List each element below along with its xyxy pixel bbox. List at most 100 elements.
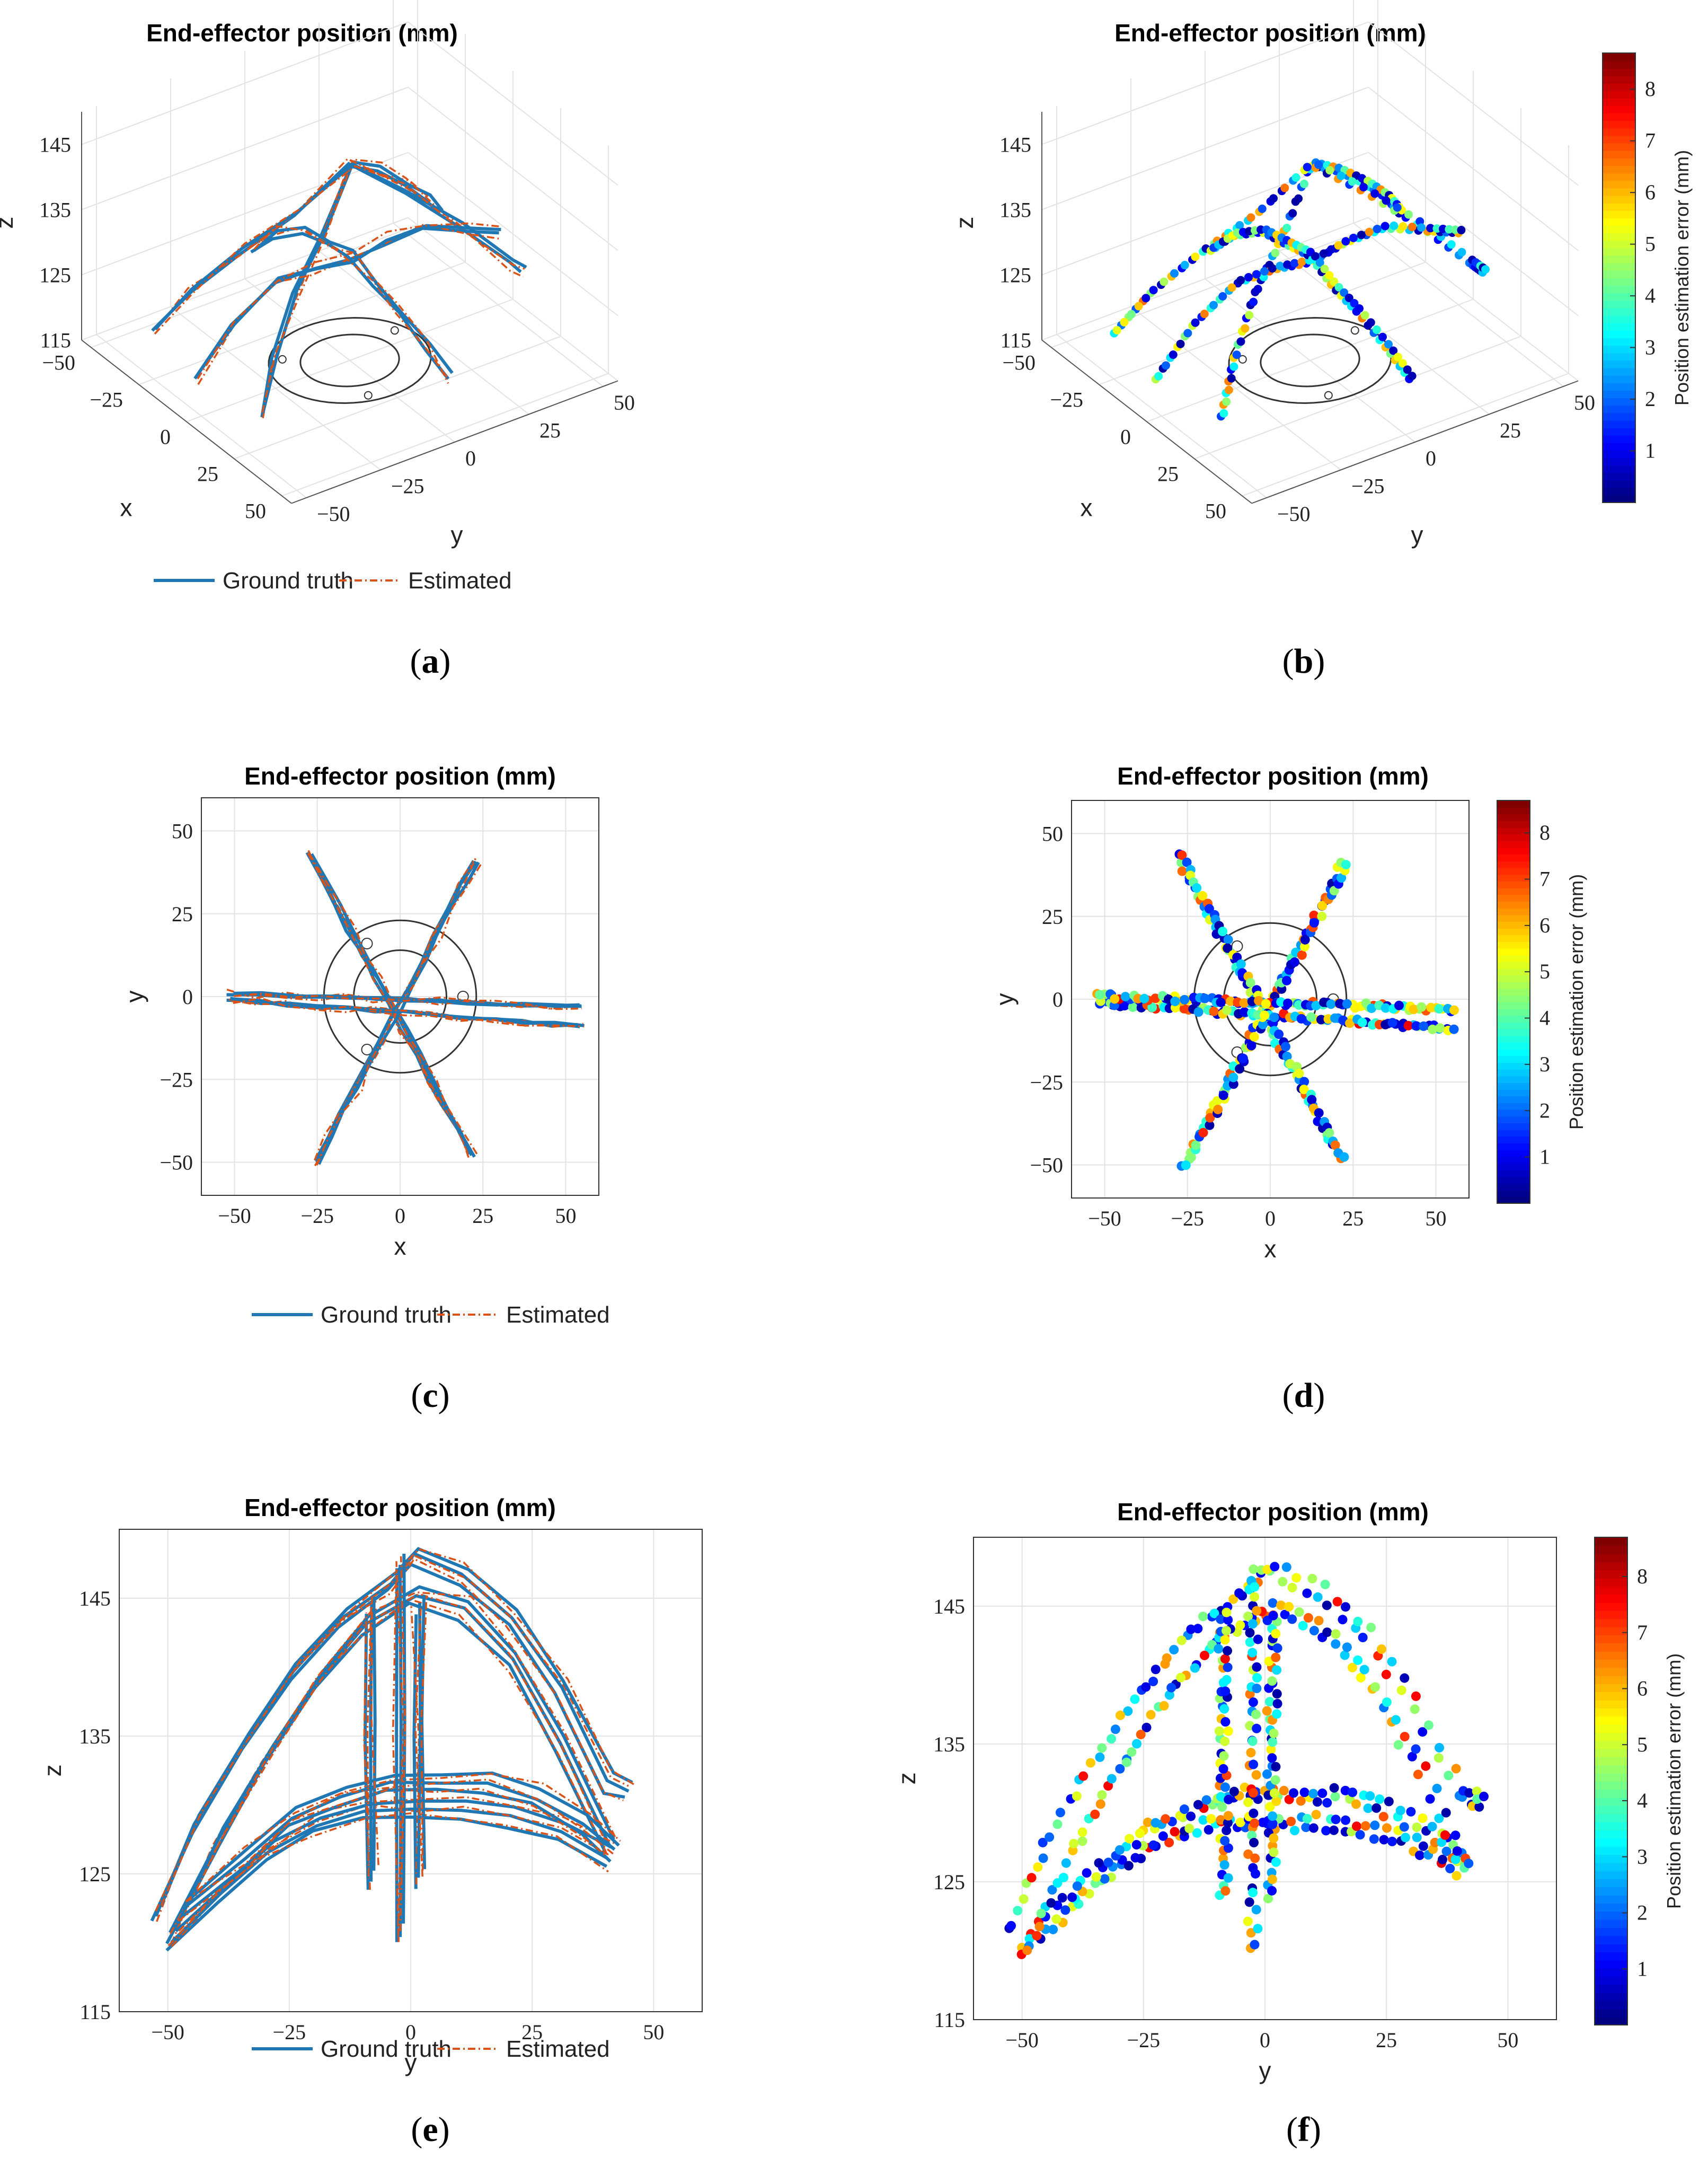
error-point xyxy=(1311,1001,1321,1011)
colorbar-step xyxy=(1595,1992,1627,2001)
colorbar-step xyxy=(1497,861,1530,868)
error-point xyxy=(1214,1644,1224,1654)
colorbar-step xyxy=(1595,1830,1627,1839)
colorbar-tick-label: 2 xyxy=(1637,1901,1648,1925)
floor-gridline xyxy=(234,336,561,460)
error-point xyxy=(1411,1691,1421,1701)
colorbar-step xyxy=(1497,901,1530,909)
error-point xyxy=(1245,311,1254,320)
error-point xyxy=(1435,1023,1445,1033)
error-point xyxy=(1391,1715,1401,1725)
colorbar-step xyxy=(1595,1545,1627,1554)
colorbar-tick-label: 2 xyxy=(1539,1098,1550,1122)
error-point xyxy=(1311,252,1320,261)
error-point xyxy=(1418,1727,1428,1737)
error-point xyxy=(1299,1077,1309,1087)
colorbar-tick-label: 6 xyxy=(1539,913,1550,937)
error-point xyxy=(1300,941,1310,952)
error-point xyxy=(1193,1007,1203,1017)
error-point xyxy=(1251,1710,1261,1720)
legend-ground-truth-label: Ground truth xyxy=(321,1302,452,1328)
colorbar-step xyxy=(1603,293,1635,301)
error-point xyxy=(1338,1615,1348,1625)
y-tick-label: 125 xyxy=(933,1870,965,1894)
colorbar-step xyxy=(1497,1002,1530,1009)
error-point xyxy=(1274,1029,1284,1040)
error-point xyxy=(1249,1808,1259,1818)
colorbar-step xyxy=(1595,1927,1627,1936)
colorbar-tick-label: 8 xyxy=(1637,1564,1648,1588)
error-point xyxy=(1365,227,1374,236)
error-point xyxy=(1024,1934,1034,1944)
error-point xyxy=(1326,999,1336,1009)
colorbar-step xyxy=(1497,1082,1530,1090)
y-axis-line xyxy=(1251,380,1579,504)
y-axis-line xyxy=(291,380,618,504)
colorbar-step xyxy=(1603,262,1635,271)
error-point xyxy=(1393,203,1402,212)
error-point xyxy=(1100,1874,1110,1884)
error-point xyxy=(1334,283,1343,292)
colorbar-step xyxy=(1595,1562,1627,1571)
colorbar-step xyxy=(1497,1089,1530,1097)
error-point xyxy=(1246,1041,1256,1051)
error-point xyxy=(1438,1854,1448,1864)
error-point xyxy=(1296,1796,1306,1806)
error-point xyxy=(1387,1657,1397,1667)
error-point xyxy=(1314,1616,1324,1626)
error-point xyxy=(1110,1724,1120,1734)
error-point xyxy=(1313,1592,1323,1602)
y-tick-label: 25 xyxy=(1500,419,1521,443)
colorbar-step xyxy=(1497,1062,1530,1070)
y-tick-label: 125 xyxy=(79,1862,111,1886)
colorbar-step xyxy=(1595,1740,1627,1749)
error-point xyxy=(1272,1709,1282,1719)
wall-gridline xyxy=(1041,86,1369,210)
error-point xyxy=(1449,1024,1459,1034)
colorbar-step xyxy=(1595,1765,1627,1774)
x-tick-label: 25 xyxy=(1342,1206,1364,1230)
colorbar-step xyxy=(1603,135,1635,144)
colorbar-step xyxy=(1497,1143,1530,1150)
colorbar-step xyxy=(1595,1919,1627,1928)
y-tick-label: 135 xyxy=(79,1724,111,1748)
error-point xyxy=(1423,1720,1433,1730)
error-point xyxy=(1201,1795,1211,1805)
error-point xyxy=(1222,1005,1232,1015)
colorbar-step xyxy=(1497,1008,1530,1016)
wall-gridline xyxy=(1041,217,1369,341)
error-point xyxy=(1427,1821,1437,1831)
error-point xyxy=(1271,1761,1281,1772)
colorbar-tick-label: 3 xyxy=(1645,336,1656,359)
error-point xyxy=(1320,265,1329,274)
colorbar-step xyxy=(1497,834,1530,841)
x-tick-label: 50 xyxy=(1205,499,1226,523)
colorbar-step xyxy=(1603,90,1635,99)
error-point xyxy=(1206,1814,1216,1824)
ground-truth-trajectory xyxy=(372,1597,377,1871)
colorbar-step xyxy=(1497,1069,1530,1077)
error-point xyxy=(1297,257,1306,266)
y-tick-label: −25 xyxy=(1030,1070,1063,1094)
estimated-trajectory xyxy=(261,158,444,413)
x-tick-label: 50 xyxy=(643,2020,664,2044)
error-point xyxy=(1034,1922,1045,1932)
colorbar-step xyxy=(1595,1960,1627,1969)
error-point xyxy=(1223,1843,1233,1853)
legend-estimated-label: Estimated xyxy=(506,1302,610,1328)
colorbar-step xyxy=(1595,1821,1627,1830)
error-point xyxy=(1224,1794,1234,1804)
error-point xyxy=(1205,1120,1215,1130)
error-point xyxy=(1236,959,1246,969)
colorbar-step xyxy=(1603,165,1635,174)
estimated-trajectory xyxy=(410,1606,420,1884)
error-point xyxy=(1143,1817,1153,1827)
colorbar-step xyxy=(1603,360,1635,368)
error-point xyxy=(1417,223,1426,232)
error-point xyxy=(1294,1000,1304,1010)
error-point xyxy=(1452,1871,1462,1881)
panel-f: End-effector position (mm) −50 −25 0 25 50 115… xyxy=(854,1463,1708,2167)
colorbar-step xyxy=(1595,1903,1627,1912)
colorbar-step xyxy=(1603,412,1635,421)
error-point xyxy=(1288,1788,1298,1798)
